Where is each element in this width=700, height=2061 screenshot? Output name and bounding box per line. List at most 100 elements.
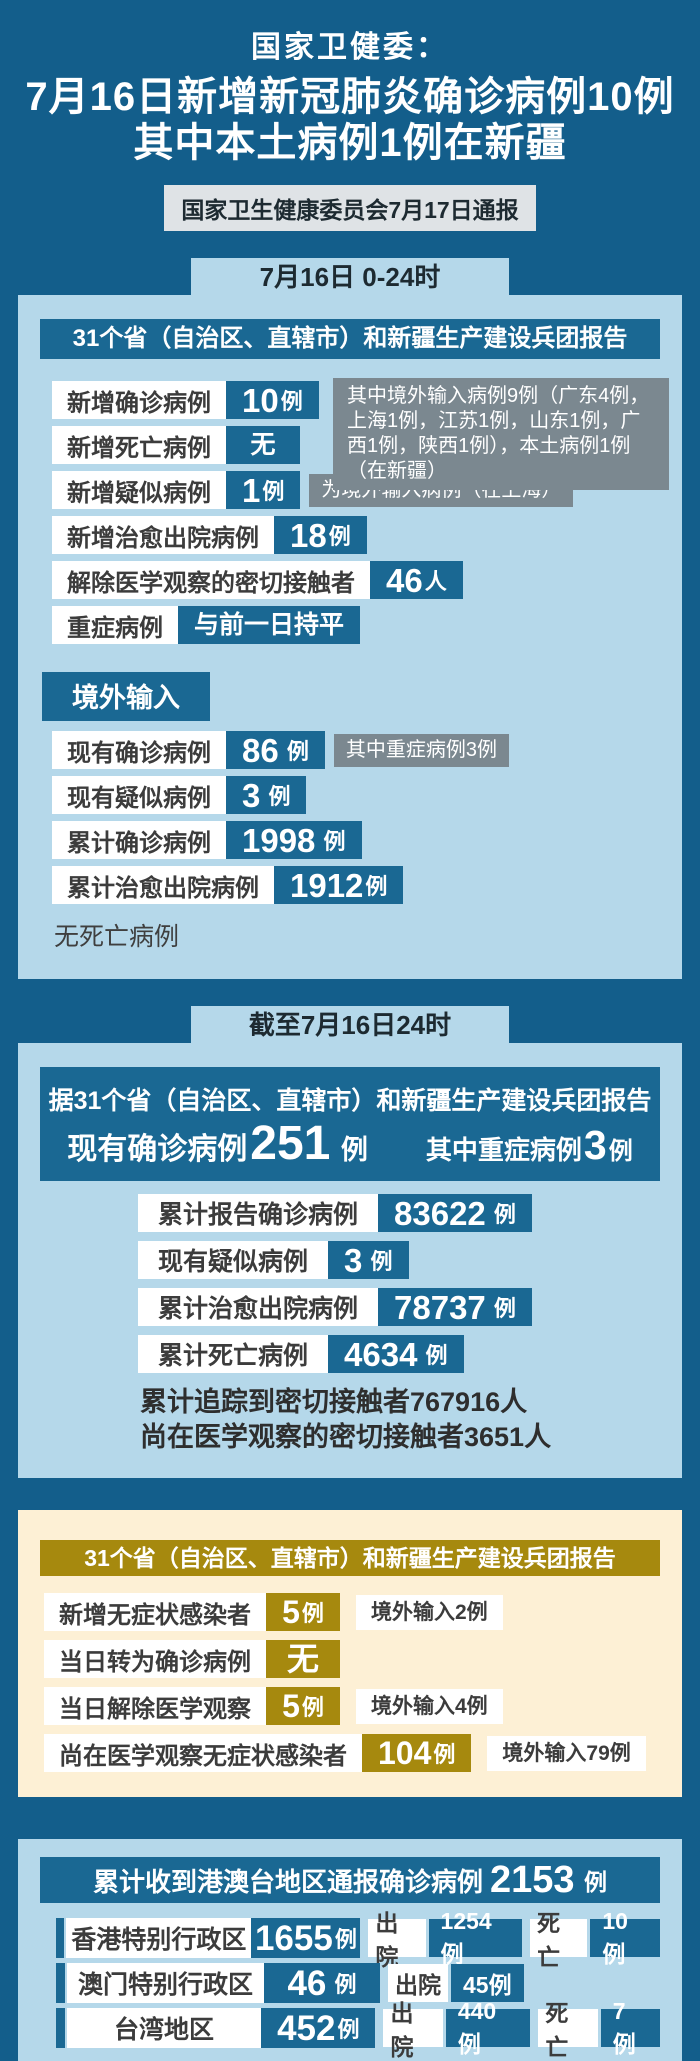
region-total-unit: 例 xyxy=(334,1927,357,1953)
stat-row: 累计报告确诊病例 83622 例 xyxy=(138,1194,660,1233)
stat-value-box: 3 例 xyxy=(328,1241,409,1280)
active-cases-unit: 例 xyxy=(333,1135,368,1166)
stat-row: 累计治愈出院病例 1912 例 xyxy=(52,866,660,905)
stat-value: 83622 xyxy=(394,1194,486,1232)
stat-label: 新增确诊病例 xyxy=(52,381,226,420)
stat-unit: 例 xyxy=(262,784,291,810)
stat-row: 尚在医学观察无症状感染者 104 例 境外输入79例 xyxy=(44,1734,660,1773)
discharged-label: 出院 xyxy=(383,2000,443,2060)
stat-value-box: 78737 例 xyxy=(378,1288,532,1327)
stat-unit: 例 xyxy=(433,1742,456,1768)
hmt-header-value: 2153 xyxy=(490,1859,575,1902)
stat-row: 新增死亡病例 无 xyxy=(52,426,660,465)
death-value: 7例 xyxy=(600,1998,661,2057)
region-total-unit: 例 xyxy=(328,1972,357,1998)
kicker: 国家卫健委： xyxy=(251,31,449,64)
stat-row: 现有确诊病例 86 例 其中重症病例3例 xyxy=(52,731,660,770)
region-row: 澳门特别行政区 46 例 出院 45例 xyxy=(56,1963,660,2004)
stat-value-box: 无 xyxy=(266,1640,340,1679)
region-name: 澳门特别行政区 xyxy=(67,1963,264,2004)
daily-scope-bar: 31个省（自治区、直辖市）和新疆生产建设兵团报告 xyxy=(40,319,660,360)
stat-value-box: 86 例 xyxy=(226,731,325,770)
region-row: 台湾地区 452 例 出院 440例 死亡 7例 xyxy=(56,1998,661,2060)
stat-note: 境外输入4例 xyxy=(356,1688,503,1724)
stat-value: 4634 xyxy=(344,1335,418,1373)
hmt-header-bar: 累计收到港澳台地区通报确诊病例 2153 例 xyxy=(40,1857,660,1904)
region-name: 台湾地区 xyxy=(66,2008,262,2049)
stat-label: 新增疑似病例 xyxy=(52,471,226,510)
stat-value-box: 无 xyxy=(226,426,300,465)
stat-value: 104 xyxy=(378,1735,432,1772)
stat-note: 其中境外输入病例9例（广东4例，上海1例，江苏1例，山东1例，广西1例，陕西1例… xyxy=(333,378,669,491)
stat-value: 1 xyxy=(242,471,261,509)
discharged-value: 45例 xyxy=(451,1964,524,2003)
stat-value-box: 4634 例 xyxy=(328,1335,464,1374)
under-observation-note: 尚在医学观察的密切接触者3651人 xyxy=(140,1422,552,1453)
stat-unit: 例 xyxy=(487,1202,516,1228)
stat-unit: 例 xyxy=(262,479,285,505)
stat-value: 1912 xyxy=(290,866,364,904)
stat-value: 5 xyxy=(282,1688,300,1725)
stat-unit: 例 xyxy=(487,1296,516,1322)
stat-value-box: 与前一日持平 xyxy=(178,606,361,645)
tab-daily: 7月16日 0-24时 xyxy=(191,258,509,296)
tab-cumulative: 截至7月16日24时 xyxy=(191,1006,509,1044)
stat-label: 新增死亡病例 xyxy=(52,426,226,465)
stat-unit: 人 xyxy=(424,569,447,595)
region-total-box: 46 例 xyxy=(264,1963,380,2004)
stat-label: 现有疑似病例 xyxy=(52,776,226,815)
stat-unit: 例 xyxy=(301,1695,324,1721)
region-name: 香港特别行政区 xyxy=(66,1918,252,1959)
stat-value: 5 xyxy=(282,1594,300,1631)
stat-row: 重症病例 与前一日持平 xyxy=(52,606,660,645)
stat-label: 当日转为确诊病例 xyxy=(44,1640,266,1679)
stat-unit: 例 xyxy=(364,1249,393,1275)
stat-label: 累计治愈出院病例 xyxy=(52,866,274,905)
masthead: 国家卫健委： 7月16日新增新冠肺炎确诊病例10例 其中本土病例1例在新疆 国家… xyxy=(0,0,700,232)
panel-hmt: 累计收到港澳台地区通报确诊病例 2153 例 香港特别行政区 1655 例 出院 … xyxy=(18,1839,682,2061)
no-death-footnote: 无死亡病例 xyxy=(54,923,180,952)
stat-value-box: 1998 例 xyxy=(226,821,362,860)
discharged-label: 出院 xyxy=(388,1964,448,2003)
stat-value-box: 18 例 xyxy=(274,516,367,555)
stat-label: 累计确诊病例 xyxy=(52,821,226,860)
stat-label: 累计死亡病例 xyxy=(138,1335,329,1374)
stat-unit: 例 xyxy=(280,739,309,765)
stat-label: 现有疑似病例 xyxy=(138,1241,329,1280)
row-accent-stripe xyxy=(56,1918,65,1959)
stat-row: 解除医学观察的密切接触者 46 人 xyxy=(52,561,660,600)
stat-note: 其中重症病例3例 xyxy=(333,733,509,767)
stat-value-box: 1912 例 xyxy=(274,866,404,905)
panel-cumulative: 据31个省（自治区、直辖市）和新疆生产建设兵团报告 现有确诊病例 251 例 其… xyxy=(18,1043,682,1479)
stat-label: 新增无症状感染者 xyxy=(44,1593,266,1632)
region-total-unit: 例 xyxy=(337,2017,360,2043)
stat-unit: 例 xyxy=(317,829,346,855)
region-total-value: 46 xyxy=(287,1963,327,2003)
contact-tracing-notes: 累计追踪到密切接触者767916人 尚在医学观察的密切接触者3651人 xyxy=(140,1387,660,1452)
region-row: 香港特别行政区 1655 例 出院 1254例 死亡 10例 xyxy=(56,1908,660,1970)
stat-row: 当日转为确诊病例 无 xyxy=(44,1640,660,1679)
stat-unit: 例 xyxy=(365,874,388,900)
stat-value: 46 xyxy=(386,561,423,599)
stat-value-box: 104 例 xyxy=(362,1734,472,1773)
death-value: 10例 xyxy=(590,1908,660,1967)
imported-rows: 现有确诊病例 86 例 其中重症病例3例 现有疑似病例 3 例 累计确诊病例 1… xyxy=(52,731,660,905)
severe-cases-label: 其中重症病例 xyxy=(425,1135,582,1166)
region-total-value: 1655 xyxy=(254,1918,333,1958)
title-line-2: 其中本土病例1例在新疆 xyxy=(133,121,567,166)
stat-row: 累计治愈出院病例 78737 例 xyxy=(138,1288,660,1327)
cumulative-header: 据31个省（自治区、直辖市）和新疆生产建设兵团报告 现有确诊病例 251 例 其… xyxy=(40,1067,660,1182)
stat-label: 尚在医学观察无症状感染者 xyxy=(44,1734,362,1773)
stat-row: 现有疑似病例 3 例 xyxy=(138,1241,660,1280)
stat-unit: 例 xyxy=(328,524,351,550)
title-line-1: 7月16日新增新冠肺炎确诊病例10例 xyxy=(25,75,675,119)
stat-unit: 例 xyxy=(280,389,303,415)
stat-note: 境外输入79例 xyxy=(487,1735,646,1771)
stat-unit: 例 xyxy=(419,1343,448,1369)
hmt-header-label: 累计收到港澳台地区通报确诊病例 xyxy=(93,1866,484,1897)
stat-value: 无 xyxy=(286,1641,319,1678)
